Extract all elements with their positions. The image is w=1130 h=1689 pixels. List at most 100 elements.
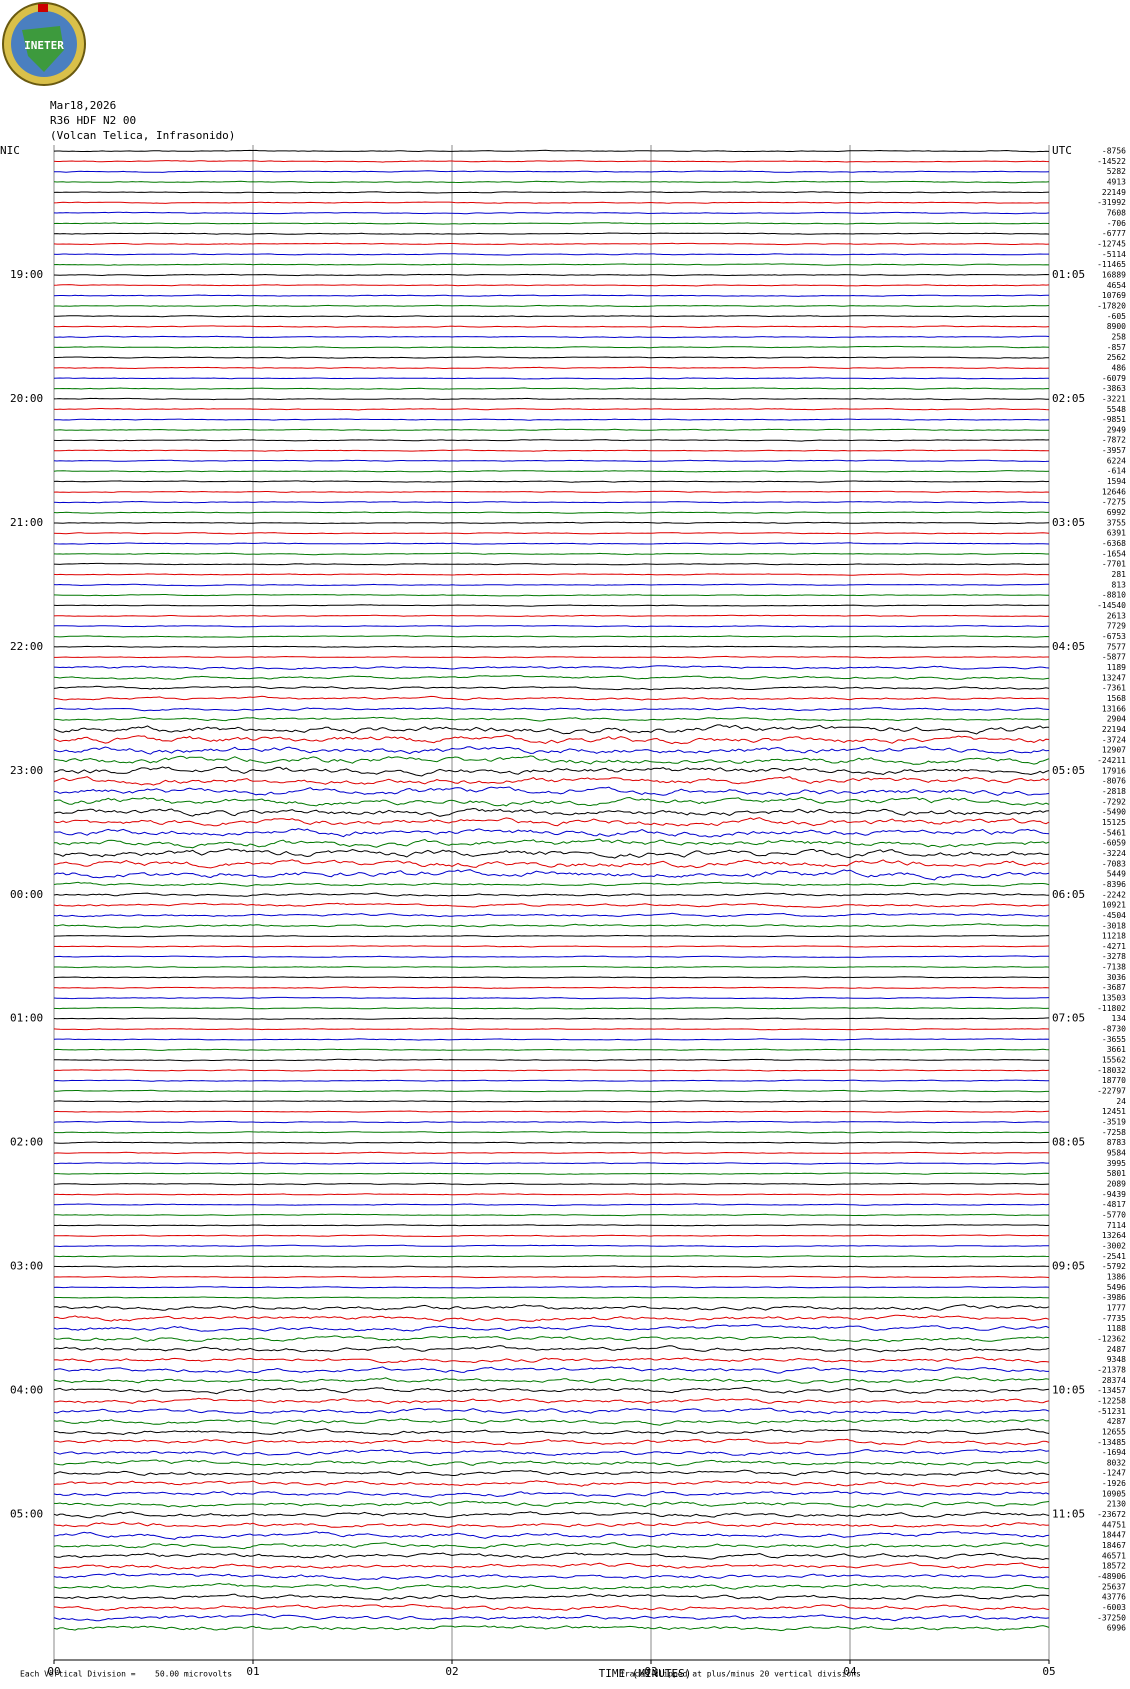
trace [53, 1296, 1050, 1299]
trace [53, 934, 1050, 938]
trace-offset: -5792 [1102, 1262, 1126, 1271]
trace-offset: -2541 [1102, 1252, 1126, 1261]
trace [53, 552, 1049, 556]
x-tick-label: 04 [843, 1665, 857, 1678]
trace [53, 724, 1050, 735]
hour-label-right: 05:05 [1052, 764, 1085, 777]
trace [53, 817, 1050, 827]
trace-offset: -1694 [1102, 1448, 1126, 1457]
hour-label-right: 09:05 [1052, 1260, 1085, 1273]
hour-label-right: 04:05 [1052, 640, 1085, 653]
trace-offset: -6079 [1102, 374, 1126, 383]
trace-offset: 486 [1112, 363, 1127, 372]
trace [53, 645, 1049, 648]
trace [53, 766, 1050, 777]
hour-label-right: 02:05 [1052, 392, 1085, 405]
hour-label-left: 04:00 [10, 1384, 43, 1397]
trace [54, 965, 1050, 969]
trace-offset: -14522 [1097, 157, 1126, 166]
trace [53, 1376, 1050, 1384]
trace [53, 573, 1050, 576]
trace [53, 912, 1050, 918]
trace-offset: -614 [1107, 467, 1126, 476]
trace-offset: 8032 [1107, 1458, 1126, 1467]
trace [53, 1038, 1050, 1041]
trace-offset: -7872 [1102, 436, 1126, 445]
trace [53, 1407, 1050, 1415]
trace [53, 1345, 1050, 1353]
trace [53, 160, 1050, 163]
hour-label-right: 07:05 [1052, 1012, 1085, 1025]
trace-offset: 2613 [1107, 611, 1126, 620]
trace [53, 532, 1050, 535]
trace-offset: 10769 [1102, 291, 1126, 300]
trace [53, 253, 1049, 256]
hour-label-left: 01:00 [10, 1012, 43, 1025]
trace [53, 923, 1049, 929]
trace-offset: -3519 [1102, 1118, 1126, 1127]
trace [53, 1428, 1050, 1436]
trace [53, 976, 1050, 979]
trace-offset: -9439 [1102, 1190, 1126, 1199]
trace [53, 1224, 1050, 1227]
trace-offset: -3278 [1102, 952, 1126, 961]
trace [53, 1511, 1050, 1519]
trace-offset: 12907 [1102, 746, 1126, 755]
trace [53, 201, 1049, 204]
trace [53, 1397, 1050, 1405]
trace-offset: 4913 [1107, 177, 1126, 186]
trace [53, 191, 1050, 194]
trace [53, 1438, 1050, 1446]
trace-offset: -7292 [1102, 797, 1126, 806]
hour-label-right: 11:05 [1052, 1508, 1085, 1521]
trace [53, 335, 1050, 339]
trace [53, 1324, 1050, 1332]
trace-offset: -22797 [1097, 1087, 1126, 1096]
trace-offset: -17820 [1097, 301, 1126, 310]
trace-offset: -12258 [1097, 1396, 1126, 1405]
trace [53, 1418, 1050, 1426]
trace-offset: -9851 [1102, 415, 1126, 424]
trace-offset: 12646 [1102, 487, 1126, 496]
hour-label-left: NIC [0, 144, 20, 157]
trace-offset: 2562 [1107, 353, 1126, 362]
trace [53, 232, 1050, 235]
station: R36 HDF N2 00 [50, 114, 136, 127]
trace-offset: -7138 [1102, 963, 1126, 972]
trace-offset: -6777 [1102, 229, 1126, 238]
hour-label-right: 06:05 [1052, 888, 1085, 901]
hour-label-right: 08:05 [1052, 1136, 1085, 1149]
trace [53, 1542, 1050, 1550]
trace-offset: -7735 [1102, 1314, 1126, 1323]
trace-offset: 13503 [1102, 994, 1126, 1003]
trace [53, 624, 1049, 628]
trace-offset: 4287 [1107, 1417, 1126, 1426]
trace-offset: 2487 [1107, 1345, 1126, 1354]
trace-offset: 1568 [1107, 694, 1126, 703]
trace [53, 1459, 1050, 1467]
trace [53, 859, 1050, 869]
trace [53, 1356, 1050, 1364]
trace-offset: -1926 [1102, 1479, 1126, 1488]
trace [54, 366, 1050, 370]
trace-offset: 18770 [1102, 1076, 1126, 1085]
trace [53, 1572, 1050, 1581]
trace-offset: 44751 [1102, 1520, 1126, 1529]
trace [53, 439, 1050, 442]
trace-offset: 3036 [1107, 973, 1126, 982]
trace-offset: -5114 [1102, 250, 1126, 259]
trace [53, 1335, 1050, 1343]
trace-offset: 13247 [1102, 673, 1126, 682]
trace [53, 1120, 1049, 1124]
trace-offset: -3863 [1102, 384, 1126, 393]
trace [53, 881, 1050, 887]
trace-offset: 22149 [1102, 188, 1126, 197]
trace [53, 1048, 1050, 1051]
trace-offset: 5496 [1107, 1283, 1126, 1292]
hour-label-left: 23:00 [10, 764, 43, 777]
trace-offset: 15125 [1102, 818, 1126, 827]
trace-offset: -12362 [1097, 1334, 1126, 1343]
trace [53, 786, 1050, 796]
trace-offset: 3661 [1107, 1045, 1126, 1054]
